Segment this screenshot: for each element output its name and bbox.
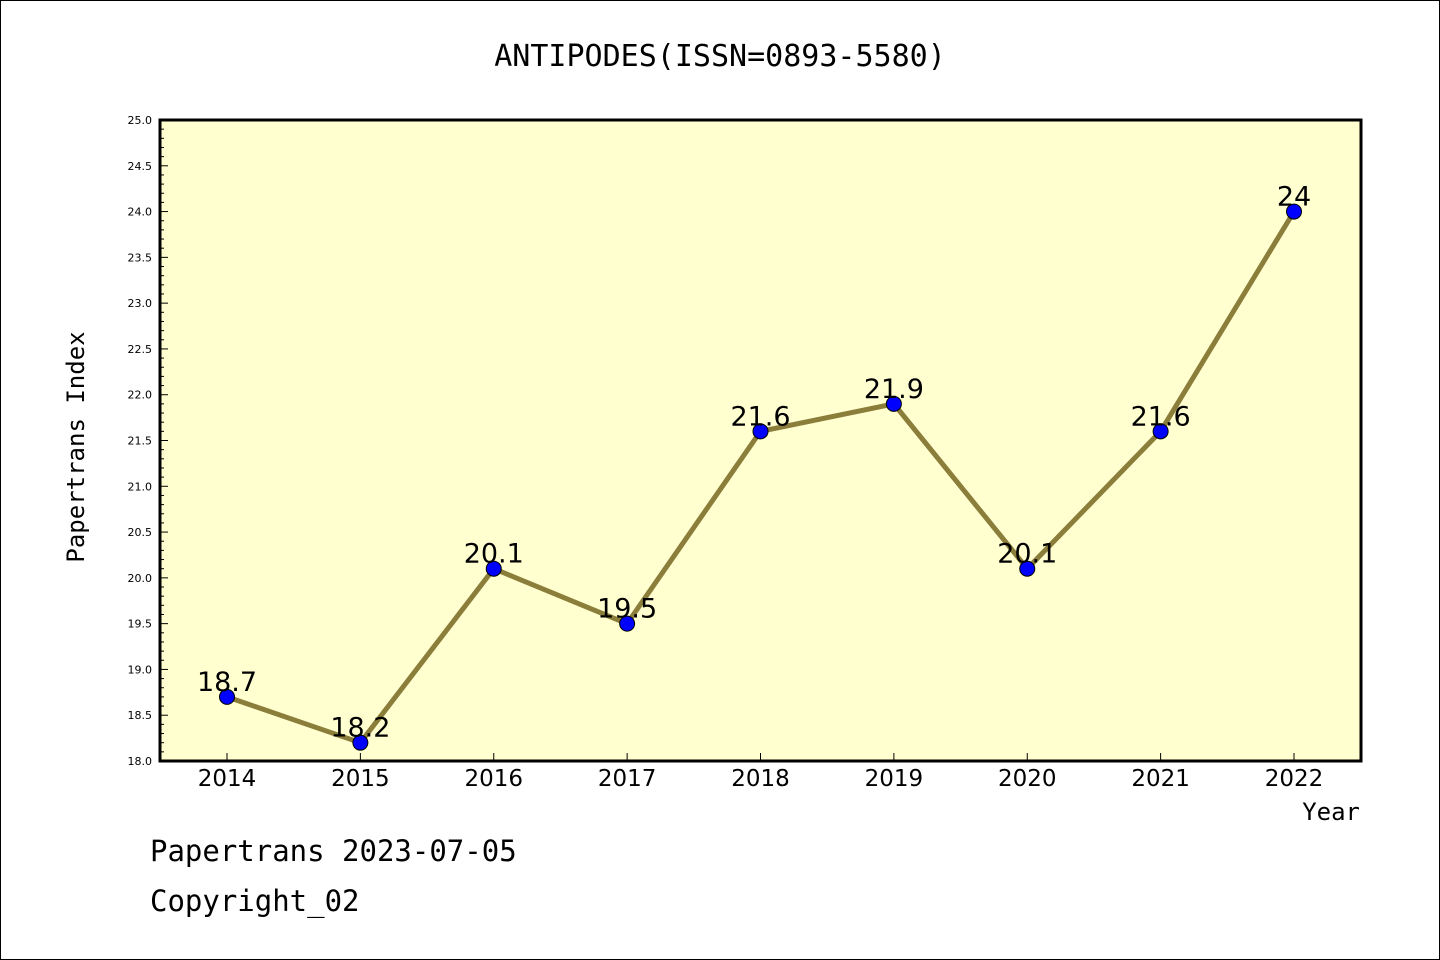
- data-label: 21.6: [730, 401, 790, 432]
- data-label: 21.9: [864, 374, 924, 405]
- y-tick-label: 22.0: [128, 389, 153, 402]
- data-label: 19.5: [597, 594, 657, 625]
- x-tick-label: 2021: [1131, 766, 1190, 792]
- x-tick-label: 2018: [731, 766, 790, 792]
- marker-group: [219, 203, 1302, 751]
- x-tick-label: 2017: [598, 766, 657, 792]
- data-point-marker: [1286, 203, 1302, 220]
- x-tick-label: 2020: [998, 766, 1057, 792]
- y-tick-label: 21.5: [128, 435, 153, 448]
- y-axis-label: Papertrans Index: [62, 331, 90, 562]
- y-tick-label: 25.0: [128, 114, 153, 127]
- data-point-marker: [485, 560, 502, 577]
- footer-date: Papertrans 2023-07-05: [150, 834, 517, 868]
- footer-copyright: Copyright_02: [150, 884, 360, 918]
- y-tick-label: 19.0: [128, 663, 153, 676]
- y-tick-label: 23.5: [128, 251, 153, 264]
- x-tick-label: 2019: [865, 766, 924, 792]
- data-point-marker: [1019, 560, 1036, 577]
- data-point-marker: [752, 423, 769, 440]
- y-axis: 18.0 18.5 19.0 19.5 20.0 20.5 21.0 21.5 22.0 22.5…: [128, 114, 168, 768]
- x-axis: 2014 2015 2016 2017 2018 2019 2020 2021 2022: [198, 753, 1324, 792]
- data-point-marker: [885, 395, 902, 412]
- data-label: 18.2: [330, 713, 390, 744]
- y-tick-label: 24.0: [128, 206, 153, 219]
- plot-area: [158, 118, 1363, 763]
- x-tick-label: 2015: [331, 766, 390, 792]
- y-tick-label: 23.0: [128, 297, 153, 310]
- data-label: 20.1: [997, 539, 1057, 570]
- data-point-marker: [219, 688, 235, 705]
- y-tick-label: 20.5: [128, 526, 153, 539]
- y-tick-label: 22.5: [128, 343, 153, 356]
- y-tick-label: 24.5: [128, 160, 153, 173]
- x-axis-label: Year: [1302, 798, 1360, 826]
- x-tick-label: 2022: [1265, 766, 1324, 792]
- data-label-group: 18.7 18.2 20.1 19.5 21.6 21.9 20.1 21.6 24: [197, 182, 1311, 744]
- y-tick-label: 21.0: [128, 480, 153, 493]
- data-point-marker: [1152, 423, 1169, 440]
- data-point-marker: [619, 615, 636, 632]
- y-tick-label: 18.0: [128, 755, 153, 768]
- data-label: 21.6: [1131, 401, 1191, 432]
- y-tick-label: 20.0: [128, 572, 153, 585]
- data-label: 24: [1277, 182, 1311, 213]
- data-point-marker: [352, 734, 369, 751]
- data-label: 18.7: [197, 667, 257, 698]
- data-label: 20.1: [464, 539, 524, 570]
- chart-title: ANTIPODES(ISSN=0893-5580): [494, 39, 946, 74]
- y-tick-label: 18.5: [128, 709, 153, 722]
- x-tick-label: 2014: [198, 766, 257, 792]
- y-tick-label: 19.5: [128, 618, 153, 631]
- x-tick-label: 2016: [464, 766, 523, 792]
